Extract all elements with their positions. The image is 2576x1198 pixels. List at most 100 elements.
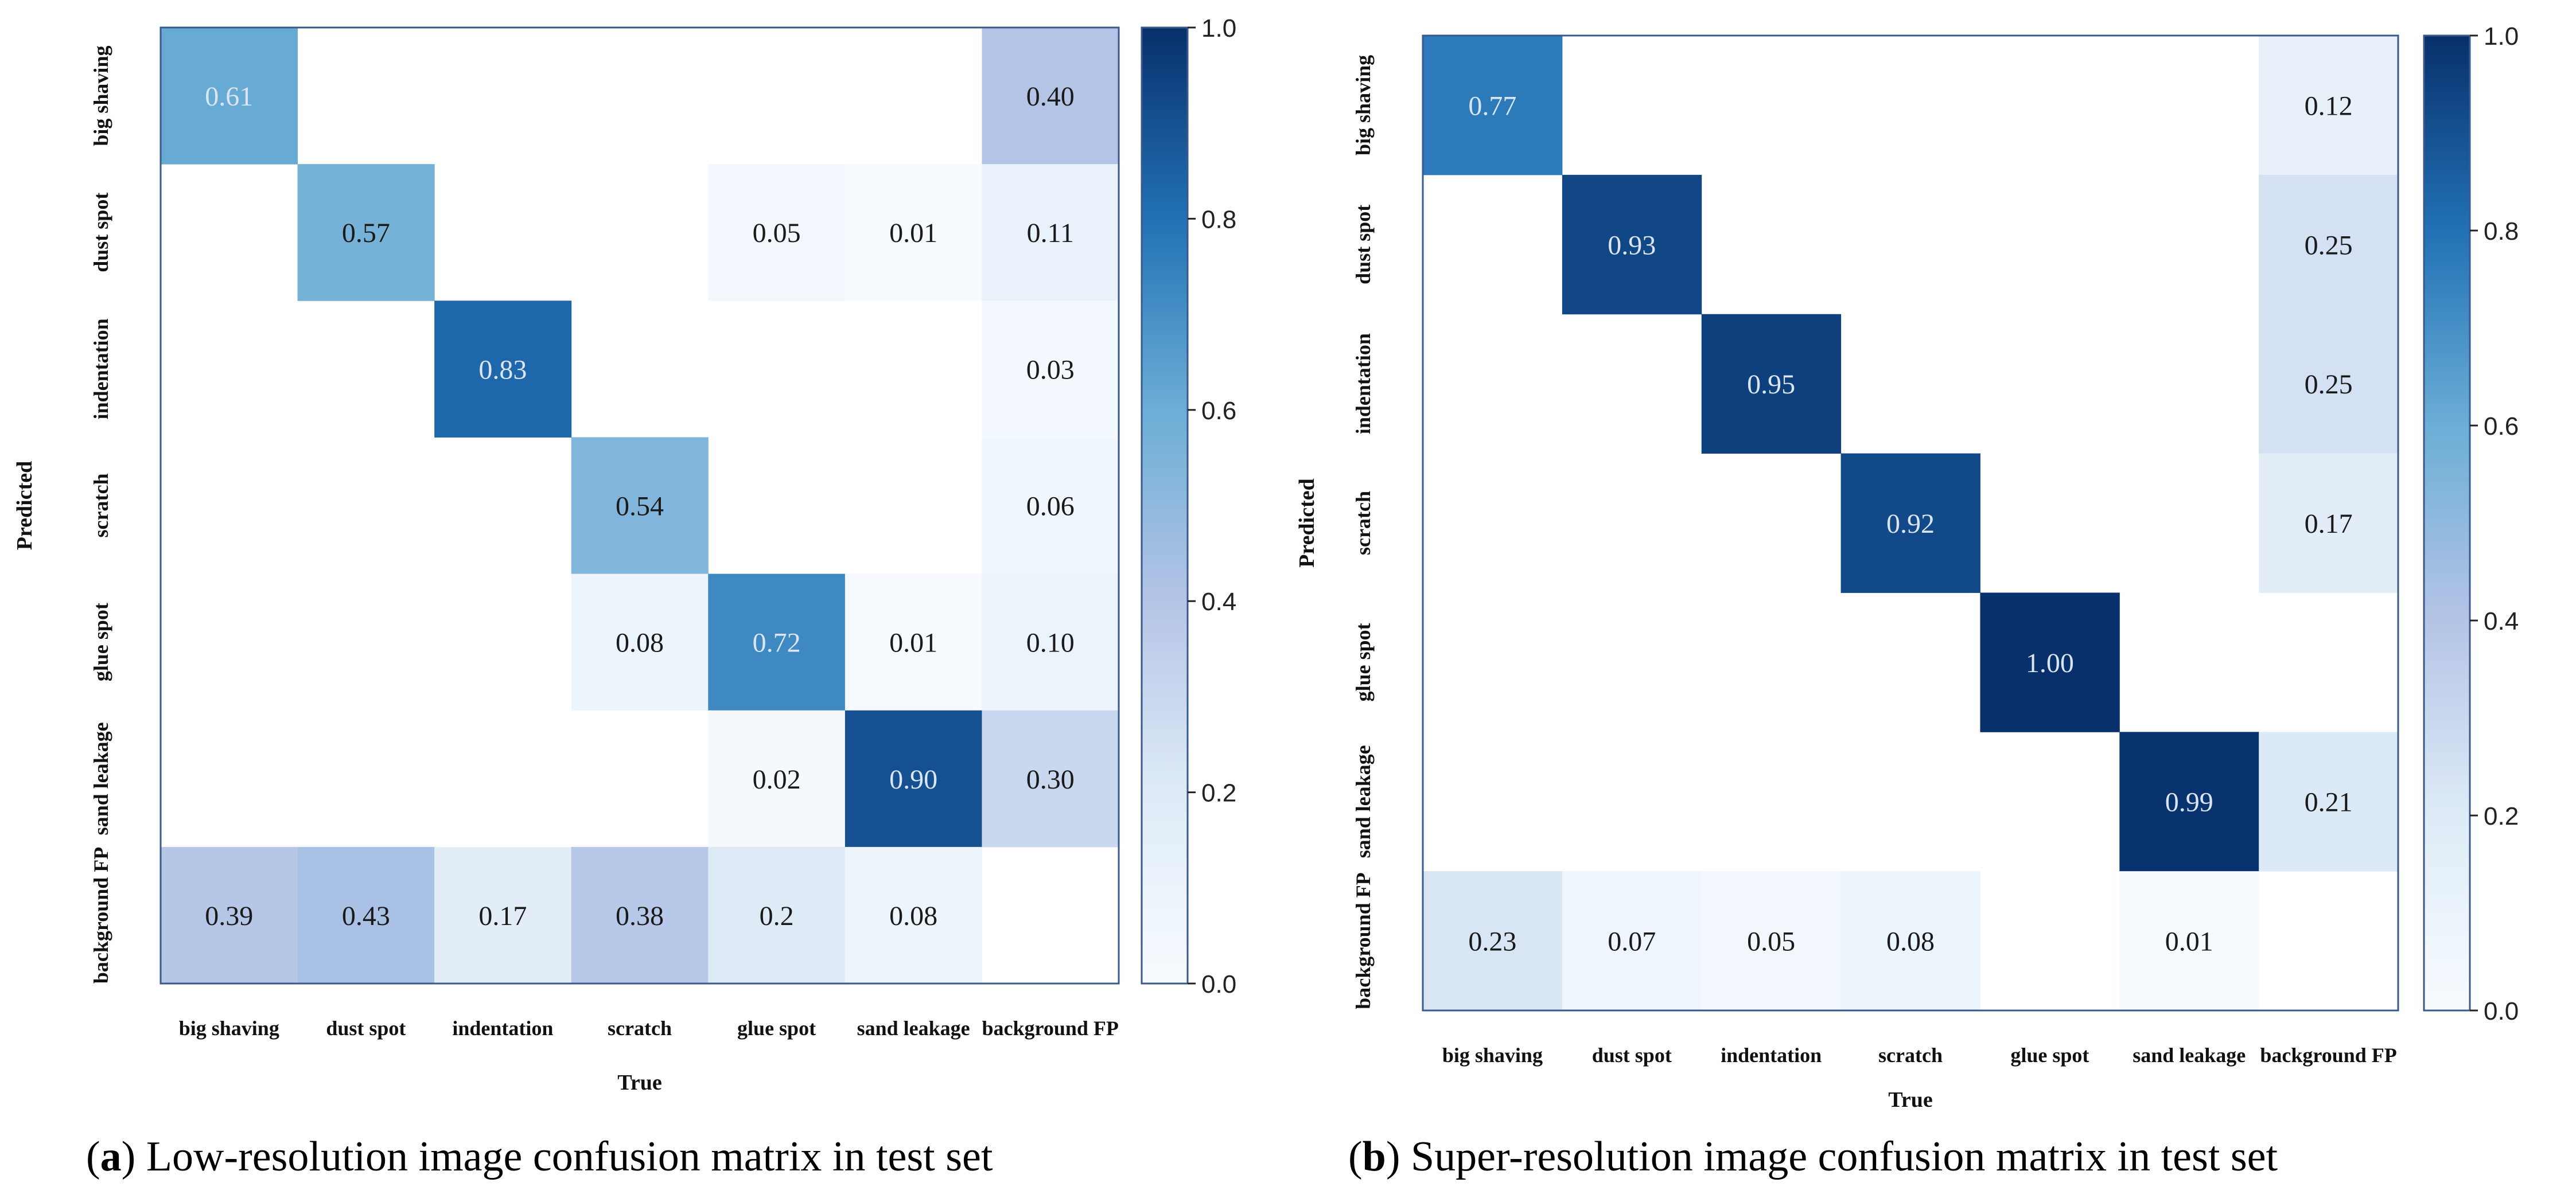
caption-b-label: b	[1362, 1133, 1386, 1180]
cell-label: 0.54	[616, 491, 664, 522]
cell-label: 0.99	[2165, 787, 2213, 818]
cell-label: 0.05	[1747, 927, 1795, 957]
matrix-frame-b	[1422, 34, 2399, 1012]
colorbar-tick-label: 0.4	[2484, 607, 2519, 635]
cell-a-1-6	[982, 164, 1119, 301]
cell-label: 0.61	[205, 81, 253, 112]
cell-b-1-6	[2259, 174, 2399, 315]
cell-label: 0.17	[2305, 509, 2353, 539]
cell-label: 0.02	[753, 764, 801, 795]
cell-a-3-6	[982, 437, 1119, 575]
colorbar-tick-label: 0.6	[1201, 397, 1236, 425]
colorbar-a	[1141, 26, 1189, 985]
cell-label: 0.01	[2165, 927, 2213, 957]
cell-a-6-5	[845, 846, 982, 984]
cell-a-1-5	[845, 164, 982, 301]
cell-a-6-3	[571, 846, 709, 984]
cell-b-2-6	[2259, 314, 2399, 454]
cell-label: 0.08	[616, 628, 664, 658]
y-tick-label: sand leakage	[1352, 745, 1375, 858]
cell-a-0-6	[982, 28, 1119, 165]
x-tick-label: big shaving	[179, 1017, 279, 1040]
cell-label: 0.25	[2305, 369, 2353, 400]
x-tick-label: background FP	[982, 1017, 1119, 1040]
cell-label: 0.23	[1468, 927, 1516, 957]
cell-label: 0.2	[760, 901, 794, 931]
y-axis-title: Predicted	[13, 461, 37, 550]
cell-a-3-3	[571, 437, 709, 575]
colorbar-tick-label: 0.4	[1201, 588, 1236, 616]
colorbar-tick-label: 1.0	[2484, 22, 2519, 50]
colorbar-tick-label: 0.6	[2484, 412, 2519, 440]
y-tick-label: sand leakage	[90, 722, 112, 835]
colorbar-tick-label: 1.0	[1201, 14, 1236, 42]
y-tick-label: big shaving	[90, 46, 112, 146]
y-tick-label: dust spot	[1352, 205, 1375, 284]
cell-label: 0.43	[342, 901, 390, 931]
y-tick-label: indentation	[90, 318, 112, 419]
cell-a-4-4	[708, 573, 846, 711]
caption-a-label: a	[100, 1133, 122, 1180]
y-tick-label: scratch	[90, 474, 112, 538]
y-axis-title: Predicted	[1295, 478, 1319, 567]
cell-label: 0.12	[2305, 91, 2353, 121]
cell-label: 0.40	[1026, 81, 1075, 112]
cell-label: 0.01	[889, 218, 937, 248]
caption-b-text: Super-resolution image confusion matrix …	[1410, 1133, 2278, 1180]
cell-b-0-6	[2259, 36, 2399, 175]
cell-a-6-0	[161, 846, 298, 984]
cell-label: 0.39	[205, 901, 253, 931]
x-tick-label: dust spot	[1592, 1044, 1672, 1067]
cell-label: 0.11	[1027, 218, 1074, 248]
cell-b-6-5	[2119, 871, 2259, 1011]
cell-b-6-0	[1423, 871, 1563, 1011]
cell-label: 0.72	[753, 628, 801, 658]
matrix-frame-a	[159, 26, 1120, 985]
cell-label: 0.38	[616, 901, 664, 931]
x-axis-title: True	[1888, 1088, 1932, 1112]
cell-a-0-0	[161, 28, 298, 165]
cell-a-6-2	[434, 846, 572, 984]
colorbar-b	[2423, 34, 2471, 1012]
cell-label: 0.05	[753, 218, 801, 248]
colorbar-tick-label: 0.8	[2484, 217, 2519, 245]
cell-label: 0.95	[1747, 369, 1795, 400]
cell-label: 0.77	[1468, 91, 1516, 121]
cell-label: 1.00	[2026, 648, 2074, 678]
cell-label: 0.10	[1026, 628, 1075, 658]
cell-label: 0.93	[1608, 230, 1656, 260]
cell-label: 0.30	[1026, 764, 1075, 795]
colorbar-tick-label: 0.2	[1201, 779, 1236, 807]
y-tick-label: dust spot	[90, 193, 112, 272]
cell-b-5-6	[2259, 732, 2399, 872]
cell-b-2-2	[1701, 314, 1842, 454]
cell-b-4-4	[1980, 592, 2120, 732]
cell-label: 0.25	[2305, 230, 2353, 260]
colorbar-tick-label: 0.0	[2484, 997, 2519, 1025]
colorbar-tick-label: 0.8	[1201, 205, 1236, 233]
cell-b-3-3	[1840, 453, 1980, 593]
cell-a-5-6	[982, 710, 1119, 848]
caption-b: (b) Super-resolution image confusion mat…	[1348, 1133, 2278, 1180]
caption-a-text: Low-resolution image confusion matrix in…	[146, 1133, 993, 1180]
cell-a-2-6	[982, 301, 1119, 438]
y-tick-label: glue spot	[90, 603, 112, 681]
cell-a-1-4	[708, 164, 846, 301]
x-tick-label: indentation	[452, 1017, 553, 1040]
x-tick-label: glue spot	[2010, 1044, 2089, 1067]
cell-label: 0.57	[342, 218, 390, 248]
y-tick-label: indentation	[1352, 333, 1375, 434]
cell-label: 0.17	[478, 901, 527, 931]
y-tick-label: background FP	[1352, 872, 1375, 1009]
cell-label: 0.90	[889, 764, 937, 795]
cell-label: 0.01	[889, 628, 937, 658]
x-tick-label: scratch	[1878, 1044, 1943, 1067]
cell-label: 0.83	[478, 354, 527, 385]
cell-b-6-3	[1840, 871, 1980, 1011]
x-tick-label: sand leakage	[857, 1017, 970, 1040]
cell-b-6-1	[1562, 871, 1702, 1011]
cell-label: 0.06	[1026, 491, 1075, 522]
cell-a-5-5	[845, 710, 982, 848]
x-tick-label: scratch	[608, 1017, 672, 1040]
cell-a-2-2	[434, 301, 572, 438]
